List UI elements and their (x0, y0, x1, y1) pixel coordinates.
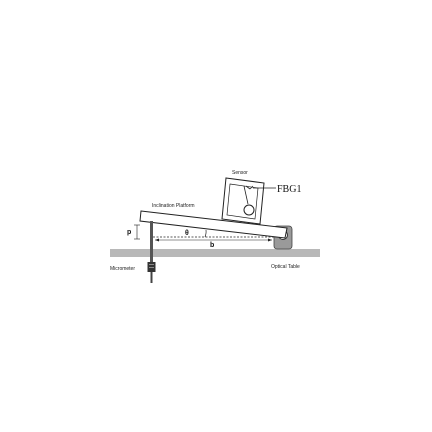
sensor-label: Sensor (232, 170, 248, 176)
b-label: b (210, 242, 214, 249)
optical-table (110, 249, 320, 257)
sensor-housing (221, 177, 265, 225)
theta-label: θ (185, 230, 189, 237)
fbg-label: FBG1 (277, 184, 301, 195)
micrometer (147, 221, 156, 283)
p-label: p (127, 229, 131, 236)
p-dimension (134, 224, 140, 240)
platform-label: Inclination Platform (152, 203, 195, 209)
b-dimension (155, 238, 272, 242)
theta-arc (204, 229, 207, 238)
inclination-platform (139, 210, 288, 239)
micrometer-label: Micrometer (110, 266, 135, 272)
optical-table-label: Optical Table (271, 264, 300, 270)
